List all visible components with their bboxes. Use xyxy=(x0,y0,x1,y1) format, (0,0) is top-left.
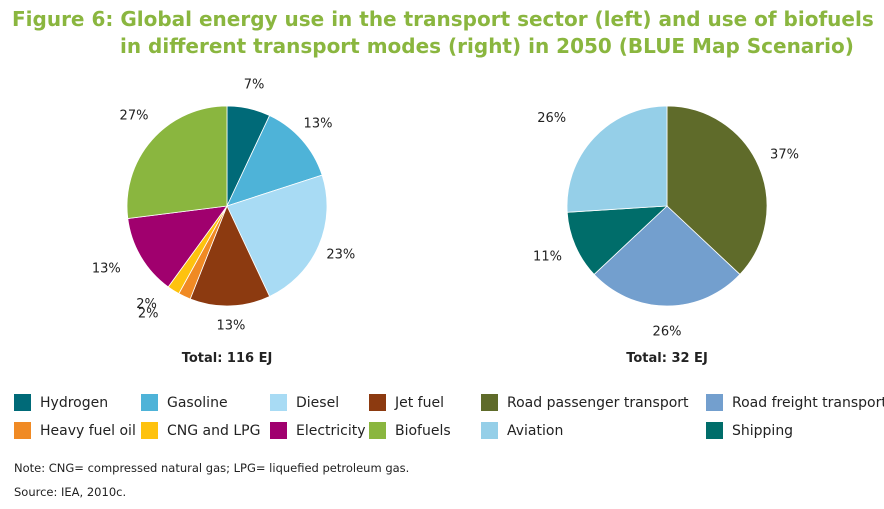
legend-swatch xyxy=(14,394,31,411)
pie-slice-gasoline xyxy=(226,114,323,207)
legend-label: Biofuels xyxy=(395,422,451,439)
legend-item-jet-fuel: Jet fuel xyxy=(369,394,444,411)
pie-slice-aviation xyxy=(566,105,668,213)
pie-slice-biofuels xyxy=(126,105,228,219)
legend-swatch xyxy=(141,394,158,411)
legend-item-diesel: Diesel xyxy=(270,394,339,411)
legend-label: Road freight transport xyxy=(732,394,884,411)
legend-swatch xyxy=(481,394,498,411)
pie-slice-electricity xyxy=(127,205,228,288)
legend-item-biofuels: Biofuels xyxy=(369,422,451,439)
legend-swatch xyxy=(706,422,723,439)
legend-item-cng-and-lpg: CNG and LPG xyxy=(141,422,260,439)
legend-swatch xyxy=(706,394,723,411)
legend-item-road-passenger-transport: Road passenger transport xyxy=(481,394,689,411)
legend-item-hydrogen: Hydrogen xyxy=(14,394,108,411)
pie-label-gasoline: 13% xyxy=(304,117,333,132)
pie-slice-shipping xyxy=(566,205,669,276)
legend-item-heavy-fuel-oil: Heavy fuel oil xyxy=(14,422,136,439)
pie-label-jet-fuel: 13% xyxy=(216,318,245,333)
legend-item-aviation: Aviation xyxy=(481,422,563,439)
figure-title-line-1: Figure 6: Global energy use in the trans… xyxy=(12,7,874,31)
legend-label: Gasoline xyxy=(167,394,228,411)
pie-label-road-passenger-transport: 37% xyxy=(770,148,799,163)
pie-label-aviation: 26% xyxy=(537,111,566,126)
legend-label: Jet fuel xyxy=(395,394,444,411)
legend-swatch xyxy=(369,422,386,439)
chart-note: Note: CNG= compressed natural gas; LPG= … xyxy=(14,461,410,475)
legend-label: CNG and LPG xyxy=(167,422,261,439)
pie-label-electricity: 13% xyxy=(92,262,121,277)
legend-swatch xyxy=(481,422,498,439)
pie-label-biofuels: 27% xyxy=(120,109,149,124)
legend-label: Road passenger transport xyxy=(507,394,689,411)
pie-slice-diesel xyxy=(226,174,328,298)
legend-swatch xyxy=(270,422,287,439)
figure-title: Figure 6: Global energy use in the trans… xyxy=(12,6,878,60)
legend-item-gasoline: Gasoline xyxy=(141,394,228,411)
legend-label: Aviation xyxy=(507,422,564,439)
legend-item-shipping: Shipping xyxy=(706,422,793,439)
pie-total-label: Total: 32 EJ xyxy=(626,351,708,366)
pie-slice-road-passenger-transport xyxy=(666,105,768,276)
chart-source: Source: IEA, 2010c. xyxy=(14,485,127,499)
legend-swatch xyxy=(141,422,158,439)
legend-swatch xyxy=(369,394,386,411)
pie-total-label: Total: 116 EJ xyxy=(182,351,273,366)
pie-charts: 7% 13% 23% 13% 2%2% 13% 27% Total: 116 EJ 37% 26%… xyxy=(92,78,799,367)
pie-slice-road-freight-transport xyxy=(593,205,741,307)
legend-swatch xyxy=(14,422,31,439)
legend-label: Electricity xyxy=(296,422,366,439)
pie-label-road-freight-transport: 26% xyxy=(653,325,682,340)
legend-label: Heavy fuel oil xyxy=(40,422,136,439)
pie-label-shipping: 11% xyxy=(533,249,562,264)
figure-title-line-2: in different transport modes (right) in … xyxy=(120,34,854,58)
pie-label-heavy-fuel-oil: 2% xyxy=(138,307,159,322)
legend-item-road-freight-transport: Road freight transport xyxy=(706,394,884,411)
pie-label-cng-and-lpg: 2% xyxy=(136,297,157,312)
legend-label: Hydrogen xyxy=(40,394,109,411)
legend-item-electricity: Electricity xyxy=(270,422,366,439)
pie-slice-jet-fuel xyxy=(189,204,271,307)
pie-label-hydrogen: 7% xyxy=(244,78,265,93)
legend-label: Diesel xyxy=(296,394,340,411)
pie-label-diesel: 23% xyxy=(326,248,355,263)
legend-label: Shipping xyxy=(732,422,794,439)
legend-swatch xyxy=(270,394,287,411)
